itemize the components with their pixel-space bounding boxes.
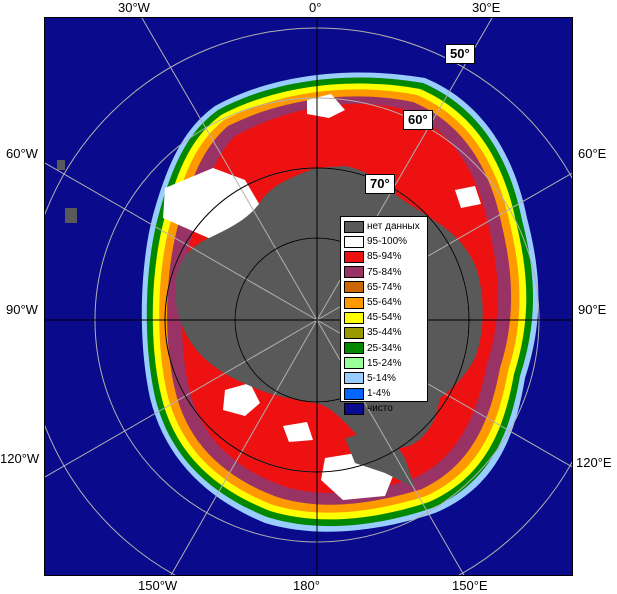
legend-item: 1-4% <box>344 386 424 401</box>
lon-label-60e: 60°E <box>578 146 607 161</box>
legend-item: 25-34% <box>344 341 424 356</box>
legend-swatch <box>344 266 364 279</box>
sea-ice-map: 50° 60° 70° <box>44 17 573 576</box>
legend-item: 55-64% <box>344 295 424 310</box>
meridian-150w <box>170 319 318 575</box>
legend-item: 85-94% <box>344 249 424 264</box>
lon-label-0: 0° <box>309 0 322 15</box>
lon-label-90w: 90°W <box>6 302 38 317</box>
legend-item: чисто <box>344 401 424 416</box>
lat-label-50: 50° <box>445 44 475 64</box>
ice-patch-white-5 <box>283 422 313 442</box>
lon-label-120e: 120°E <box>576 455 612 470</box>
legend-swatch <box>344 402 364 415</box>
lon-label-60w: 60°W <box>6 146 38 161</box>
legend-label: 75-84% <box>367 266 402 278</box>
legend-label: 35-44% <box>367 327 402 339</box>
legend-swatch <box>344 281 364 294</box>
lat-label-70: 70° <box>365 174 395 194</box>
lon-label-180: 180° <box>293 578 320 593</box>
legend-label: 55-64% <box>367 297 402 309</box>
legend-label: 45-54% <box>367 312 402 324</box>
legend-swatch <box>344 387 364 400</box>
legend-item: 5-14% <box>344 371 424 386</box>
legend-swatch <box>344 311 364 324</box>
meridian-120w <box>45 319 318 478</box>
legend-swatch <box>344 235 364 248</box>
legend-label: 5-14% <box>367 372 396 384</box>
legend-label: 15-24% <box>367 357 402 369</box>
meridian-30w <box>141 18 318 321</box>
legend-swatch <box>344 220 364 233</box>
lon-label-30w: 30°W <box>118 0 150 15</box>
lon-label-120w: 120°W <box>0 451 40 466</box>
lat-label-60: 60° <box>403 110 433 130</box>
legend-label: 95-100% <box>367 236 408 248</box>
legend-item: 45-54% <box>344 310 424 325</box>
legend-swatch <box>344 250 364 263</box>
legend-item: 65-74% <box>344 280 424 295</box>
legend-swatch <box>344 296 364 309</box>
legend-swatch <box>344 372 364 385</box>
legend-label: 65-74% <box>367 281 402 293</box>
legend-item: 15-24% <box>344 356 424 371</box>
legend-label: 25-34% <box>367 342 402 354</box>
legend-label: 1-4% <box>367 388 391 400</box>
legend-item: нет данных <box>344 219 424 234</box>
lon-label-30e: 30°E <box>472 0 501 15</box>
legend-swatch <box>344 342 364 355</box>
island-1 <box>65 208 77 223</box>
legend-item: 75-84% <box>344 265 424 280</box>
lon-label-150w: 150°W <box>138 578 178 593</box>
legend: нет данных 95-100% 85-94% 75-84% 65-74% 55-64… <box>340 216 428 415</box>
legend-item: 35-44% <box>344 325 424 340</box>
legend-swatch <box>344 357 364 370</box>
ice-patch-white-6 <box>455 186 481 208</box>
legend-item: 95-100% <box>344 234 424 249</box>
island-2 <box>57 160 65 170</box>
legend-label: нет данных <box>367 221 420 233</box>
map-canvas <box>45 18 572 575</box>
ice-patch-white-2 <box>223 383 260 416</box>
lon-label-150e: 150°E <box>452 578 488 593</box>
legend-swatch <box>344 326 364 339</box>
legend-label: чисто <box>367 403 393 415</box>
lon-label-90e: 90°E <box>578 302 607 317</box>
legend-label: 85-94% <box>367 251 402 263</box>
meridian-60w <box>45 162 318 321</box>
